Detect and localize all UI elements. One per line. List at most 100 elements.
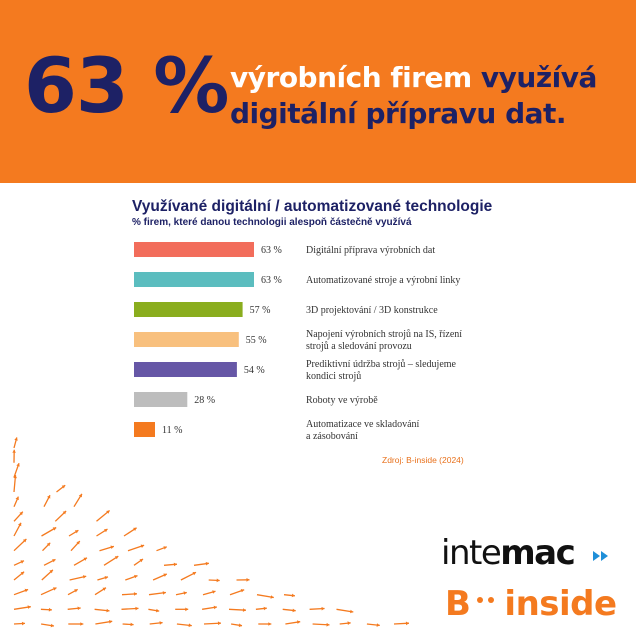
arrow-icon: [13, 475, 17, 493]
bar-value-label: 55 %: [246, 335, 267, 346]
arrow-icon: [203, 621, 222, 626]
arrow-icon: [96, 509, 111, 522]
arrow-icon: [12, 449, 16, 463]
arrow-icon: [283, 593, 295, 598]
arrow-icon: [180, 571, 197, 581]
arrow-icon: [202, 605, 217, 610]
arrow-icon: [56, 484, 66, 493]
arrow-icon: [125, 574, 138, 581]
arrow-icon: [13, 571, 25, 581]
intemac-logo-bold: mac: [500, 533, 576, 573]
category-label-line: Roboty ve výrobě: [306, 395, 378, 406]
arrow-icon: [175, 607, 189, 612]
arrow-icon: [202, 590, 216, 596]
arrow-icon: [103, 555, 119, 566]
arrow-icon: [228, 608, 247, 612]
arrow-icon: [229, 589, 245, 596]
arrow-icon: [73, 557, 88, 566]
arrow-icon: [13, 511, 24, 522]
arrow-icon: [152, 573, 168, 581]
arrow-icon: [13, 621, 26, 626]
binside-logo-b: B: [445, 584, 471, 624]
bar-7: [134, 422, 155, 437]
arrow-icon: [43, 558, 56, 566]
category-label-line: Napojení výrobních strojů na IS, řízení: [306, 329, 462, 340]
binside-logo-inside: inside: [504, 584, 617, 624]
arrow-icon: [309, 606, 325, 611]
bar-6: [134, 392, 188, 407]
arrow-icon: [208, 578, 220, 583]
arrow-icon: [13, 538, 27, 552]
arrow-icon: [13, 605, 31, 610]
arrow-icon: [68, 529, 79, 537]
arrow-icon: [68, 622, 84, 626]
arrow-icon: [97, 576, 109, 581]
arrow-icon: [336, 608, 354, 614]
arrow-icon: [121, 606, 139, 611]
arrow-icon: [13, 522, 22, 537]
headline-percentage: 63 %: [24, 41, 229, 130]
arrow-icon: [67, 606, 81, 611]
headline-text: výrobních firem využívá digitální přípra…: [230, 60, 597, 132]
headline-white-text: výrobních firem: [230, 61, 481, 94]
headline-navy-text: využívá: [480, 61, 597, 94]
arrow-icon: [163, 562, 178, 567]
arrow-icon: [69, 575, 87, 581]
arrow-icon: [41, 526, 57, 537]
arrow-icon: [230, 623, 243, 628]
arrow-icon: [148, 608, 160, 613]
arrow-icon: [42, 542, 51, 552]
bar-value-label: 63 %: [261, 275, 282, 286]
arrow-icon: [256, 594, 274, 599]
bar-value-label: 57 %: [250, 305, 271, 316]
bar-3: [134, 302, 243, 317]
category-label-line: Automatizované stroje a výrobní linky: [306, 275, 460, 286]
arrow-icon: [41, 623, 55, 628]
decorative-arrow-field: [12, 437, 410, 628]
arrow-icon: [73, 493, 83, 508]
category-label: Roboty ve výrobě: [306, 395, 378, 406]
arrow-icon: [13, 496, 19, 507]
bar-value-label: 54 %: [244, 365, 265, 376]
arrow-icon: [94, 587, 107, 596]
category-label-line: Automatizace ve skladování: [306, 419, 420, 430]
bar-value-label: 28 %: [194, 395, 215, 406]
category-label-line: strojů a sledování provozu: [306, 341, 412, 352]
category-label-line: Prediktivní údržba strojů – sledujeme: [306, 359, 457, 370]
category-label-line: a zásobování: [306, 431, 358, 442]
arrow-icon: [13, 437, 18, 449]
arrow-icon: [366, 623, 380, 627]
arrow-icon: [13, 588, 29, 596]
arrow-icon: [149, 621, 163, 625]
bar-value-label: 63 %: [261, 245, 282, 256]
arrow-icon: [13, 560, 25, 566]
category-label-line: 3D projektování / 3D konstrukce: [306, 305, 438, 316]
arrow-icon: [122, 622, 134, 627]
header-banner: [0, 0, 636, 183]
arrow-icon: [148, 591, 166, 596]
arrow-icon: [127, 544, 145, 552]
category-label-line: kondici strojů: [306, 371, 361, 382]
arrow-icon: [236, 578, 250, 582]
arrow-icon: [339, 621, 351, 625]
arrow-icon: [40, 587, 57, 596]
intemac-logo-light: inte: [441, 533, 502, 573]
arrow-icon: [133, 558, 144, 566]
category-label: Prediktivní údržba strojů – sledujeme kon…: [306, 359, 457, 382]
binside-dots-icon: [477, 597, 495, 603]
arrow-icon: [43, 494, 51, 508]
arrow-icon: [123, 527, 137, 537]
chart-title: Využívané digitální / automatizované tec…: [132, 198, 493, 215]
arrow-icon: [41, 569, 54, 581]
arrow-icon: [282, 608, 296, 613]
arrow-icon: [99, 545, 115, 552]
arrow-icon: [40, 607, 52, 612]
arrow-icon: [175, 591, 187, 596]
arrow-icon: [96, 528, 108, 537]
intemac-logo: intemac: [441, 533, 576, 573]
category-label: Automatizované stroje a výrobní linky: [306, 275, 460, 286]
headline-line-2: digitální přípravu dat.: [230, 97, 567, 130]
category-label: Napojení výrobních strojů na IS, řízení s…: [306, 329, 462, 352]
